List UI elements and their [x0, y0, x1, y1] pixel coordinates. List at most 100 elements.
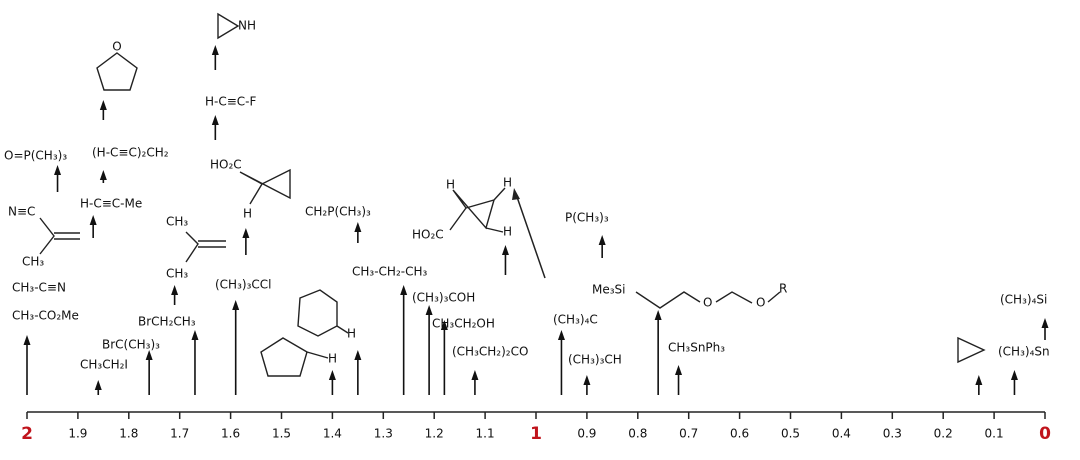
arrow-head	[583, 375, 591, 385]
tick-label: 2	[21, 424, 33, 444]
compound-label: (CH₃)₃CCl	[215, 278, 271, 292]
compound-label: NH	[238, 19, 256, 33]
compound-label: (CH₃)₄Si	[1000, 293, 1047, 307]
shift-arrow	[145, 350, 153, 395]
compound-label: R	[779, 282, 787, 296]
tick-label: 1.1	[476, 427, 495, 441]
tick-label: 0.3	[883, 427, 902, 441]
compound-label: HO₂C	[412, 228, 444, 242]
shift-arrow	[354, 222, 362, 243]
compound-label: H-C≡C-F	[205, 95, 256, 109]
shift-arrow	[94, 380, 102, 395]
arrow-head	[400, 285, 408, 295]
compound-label: CH₃-CO₂Me	[12, 309, 79, 323]
tick-label: 1.6	[221, 427, 240, 441]
arrow-head	[675, 365, 683, 375]
shift-arrow	[23, 335, 31, 395]
ring	[239, 168, 291, 205]
compound-label: H	[503, 176, 512, 190]
arrow-head	[425, 305, 433, 315]
shift-arrow	[211, 45, 219, 70]
shift-arrow	[354, 350, 362, 395]
compound-label: O	[112, 40, 121, 54]
shift-arrow	[583, 375, 591, 395]
arrow-head	[328, 370, 336, 380]
arrow-head	[598, 235, 606, 245]
shift-arrow	[440, 320, 448, 395]
compound-label: H	[347, 327, 356, 341]
arrow-head	[54, 165, 62, 175]
compound-label: H	[243, 207, 252, 221]
shift-arrow	[171, 285, 179, 305]
arrow-head	[89, 215, 97, 225]
tick-label: 0.7	[679, 427, 698, 441]
tick-label: 0.4	[832, 427, 851, 441]
compound-label: O=P(CH₃)₃	[4, 149, 67, 163]
shift-arrow	[232, 300, 240, 395]
compound-label: (CH₃)₃COH	[412, 291, 475, 305]
compound-label: (CH₃)₃CH	[568, 353, 622, 367]
tick-label: 0.2	[934, 427, 953, 441]
arrow-head	[242, 228, 250, 238]
tick-label: 1	[530, 424, 542, 444]
compound-label: (CH₃)₄C	[553, 313, 598, 327]
shift-arrow	[89, 215, 97, 238]
compound-label: CH₃CH₂OH	[432, 317, 495, 331]
compound-label: CH₃CH₂I	[80, 358, 128, 372]
tick-label: 1.4	[323, 427, 342, 441]
compound-label: CH₃-CH₂-CH₃	[352, 265, 427, 279]
shift-arrow	[598, 235, 606, 258]
shift-arrow	[99, 170, 107, 183]
compound-label: (CH₃CH₂)₂CO	[452, 345, 528, 359]
compound-label: CH₃	[166, 267, 188, 281]
compound-label: BrCH₂CH₃	[138, 315, 196, 329]
compound-label: HO₂C	[210, 158, 242, 172]
shift-arrow	[1010, 370, 1018, 395]
compound-label: CH₃-C≡N	[12, 281, 66, 295]
arrow-head	[1041, 318, 1049, 328]
shift-arrow	[54, 165, 62, 192]
compound-label: CH₃SnPh₃	[668, 341, 725, 355]
chain	[635, 291, 781, 309]
shift-arrow	[328, 370, 336, 395]
shift-arrow	[975, 375, 983, 395]
shift-arrow	[425, 305, 433, 395]
arrow-head	[94, 380, 102, 390]
ring	[297, 289, 349, 337]
arrow-head	[145, 350, 153, 360]
arrow-head	[171, 285, 179, 295]
pointer-arrow	[512, 188, 546, 279]
tick-label: 0.8	[628, 427, 647, 441]
ring	[957, 336, 986, 364]
tick-label: 1.5	[272, 427, 291, 441]
compound-label: (CH₃)₄Sn	[998, 345, 1050, 359]
compound-label: O	[703, 296, 712, 310]
compound-label: O	[756, 296, 765, 310]
compound-label: CH₂P(CH₃)₃	[305, 205, 371, 219]
tick-label: 0.9	[577, 427, 596, 441]
compound-label: H	[503, 225, 512, 239]
ring	[449, 187, 506, 233]
arrow-head	[440, 320, 448, 330]
shift-arrow	[400, 285, 408, 395]
shift-arrow	[242, 228, 250, 255]
arrow-head	[975, 375, 983, 385]
arrow-head	[354, 222, 362, 232]
arrow-head	[99, 170, 107, 180]
bond	[185, 231, 226, 263]
arrow-head	[471, 370, 479, 380]
tick-label: 1.3	[374, 427, 393, 441]
shift-arrow	[191, 330, 199, 395]
shift-arrow	[675, 365, 683, 395]
compound-label: P(CH₃)₃	[565, 211, 609, 225]
compound-label: H	[328, 352, 337, 366]
structures	[39, 12, 986, 377]
tick-label: 0.5	[781, 427, 800, 441]
tick-label: 0.6	[730, 427, 749, 441]
tick-label: 1.7	[170, 427, 189, 441]
compound-label: N≡C	[8, 205, 35, 219]
shift-arrow	[501, 245, 509, 275]
shift-arrow	[211, 115, 219, 140]
compound-label: H-C≡C-Me	[80, 197, 142, 211]
